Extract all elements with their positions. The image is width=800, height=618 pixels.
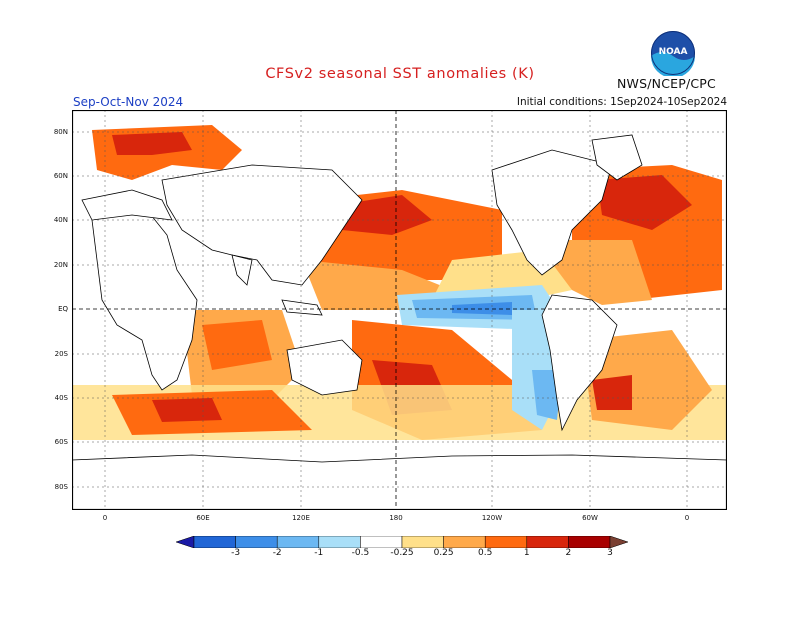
agency-label: NWS/NCEP/CPC xyxy=(617,76,716,91)
colorbar-tick-label: 3 xyxy=(607,548,613,558)
colorbar-swatch xyxy=(276,536,320,548)
logo-text: NOAA xyxy=(659,47,688,57)
lon-label: 60E xyxy=(196,514,210,522)
season-label: Sep-Oct-Nov 2024 xyxy=(73,95,184,109)
colorbar-swatch xyxy=(318,536,361,548)
colorbar-tick-label: -0.5 xyxy=(351,548,370,558)
lat-label: 40N xyxy=(53,216,68,224)
lat-label: 80N xyxy=(53,128,68,136)
colorbar-tick-label: -1 xyxy=(314,548,324,558)
lat-label: 80S xyxy=(54,483,68,491)
map-title: CFSv2 seasonal SST anomalies (K) xyxy=(265,66,535,82)
lon-label: 0 xyxy=(684,514,690,522)
lon-label: 120W xyxy=(481,514,503,522)
lon-label: 60W xyxy=(582,514,598,522)
colorbar-swatch xyxy=(193,536,236,548)
sst-anomaly-map xyxy=(72,110,727,510)
lat-label: EQ xyxy=(58,305,68,313)
colorbar-swatch xyxy=(568,536,611,548)
lon-label: 120E xyxy=(292,514,310,522)
lat-label: 40S xyxy=(54,394,68,402)
continent-outlines xyxy=(72,134,727,510)
colorbar xyxy=(176,536,628,548)
colorbar-end-high xyxy=(609,536,628,548)
colorbar-swatch xyxy=(526,536,569,548)
colorbar-swatch xyxy=(484,536,528,548)
lat-label: 60N xyxy=(53,172,68,180)
noaa-logo-icon: NOAA xyxy=(651,31,695,76)
initial-conditions-label: Initial conditions: 1Sep2024-10Sep2024 xyxy=(516,96,727,108)
lat-label: 20S xyxy=(54,350,68,358)
colorbar-tick-label: 0.5 xyxy=(478,548,493,558)
gridlines xyxy=(72,110,727,510)
lat-label: 20N xyxy=(53,261,68,269)
colorbar-end-low xyxy=(176,536,195,548)
lon-label: 0 xyxy=(102,514,108,522)
lat-label: 60S xyxy=(54,438,68,446)
colorbar-swatch xyxy=(360,536,403,548)
colorbar-swatch xyxy=(401,536,444,548)
map-border xyxy=(72,110,727,510)
colorbar-tick-label: -3 xyxy=(231,548,241,558)
colorbar-swatch xyxy=(235,536,278,548)
anomaly-shading xyxy=(72,125,727,440)
colorbar-tick-label: 0.25 xyxy=(433,548,454,558)
colorbar-tick-label: -2 xyxy=(272,548,282,558)
colorbar-tick-label: 2 xyxy=(565,548,572,558)
lon-label: 180 xyxy=(389,514,403,522)
colorbar-tick-label: 1 xyxy=(523,548,530,558)
colorbar-swatch xyxy=(443,536,486,548)
colorbar-tick-label: -0.25 xyxy=(390,548,414,558)
